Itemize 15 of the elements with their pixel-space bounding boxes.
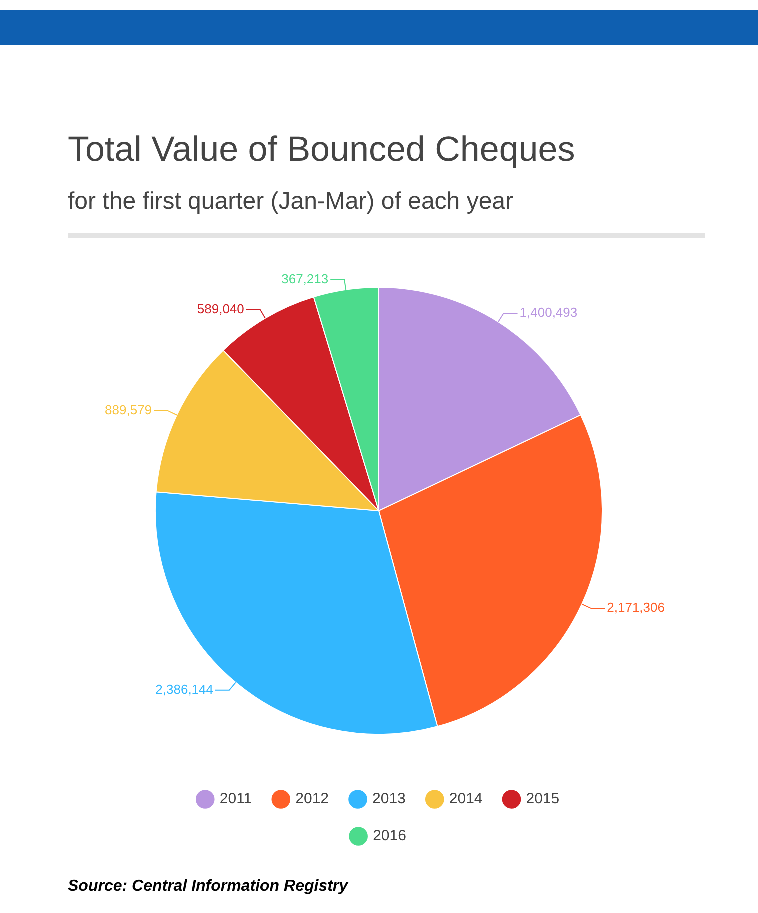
source-note: Source: Central Information Registry	[68, 878, 348, 896]
data-label: 889,579	[105, 402, 152, 418]
legend-label: 2016	[373, 828, 406, 845]
legend-label: 2011	[220, 790, 252, 808]
data-label: 589,040	[197, 301, 244, 316]
data-label: 367,213	[282, 272, 329, 287]
legend-label: 2015	[526, 790, 560, 808]
chart-title: Total Value of Bounced Cheques	[68, 130, 576, 170]
legend-label: 2012	[296, 790, 330, 808]
legend-label: 2014	[449, 790, 483, 808]
data-label: 1,400,493	[520, 305, 578, 320]
legend-label: 2013	[372, 790, 406, 808]
data-label: 2,386,144	[156, 682, 214, 697]
chart-subtitle: for the first quarter (Jan-Mar) of each year	[68, 188, 514, 216]
data-label: 2,171,306	[607, 600, 665, 616]
